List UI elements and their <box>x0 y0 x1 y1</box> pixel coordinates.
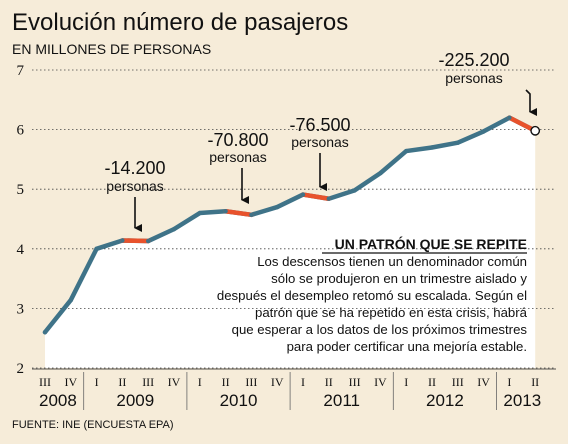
year-label: 2010 <box>220 391 258 410</box>
explanation-panel: UN PATRÓN QUE SE REPITE Los descensos ti… <box>217 235 528 354</box>
panel-line: Los descensos tienen un denominador comú… <box>257 254 527 269</box>
x-tick-label: I <box>404 375 408 389</box>
data-point <box>275 204 280 210</box>
data-point <box>94 246 99 251</box>
x-tick-label: II <box>118 375 126 389</box>
x-tick-label: III <box>349 375 361 389</box>
decrease-segment <box>300 192 332 201</box>
annotation-unit: personas <box>209 149 267 165</box>
y-tick-label: 4 <box>17 242 25 258</box>
panel-title: UN PATRÓN QUE SE REPITE <box>335 235 527 252</box>
data-point <box>120 238 125 243</box>
annotation-arrow <box>525 89 537 116</box>
decrease-segment <box>223 209 254 218</box>
x-tick-label: I <box>198 375 202 389</box>
annotation-value: -70.800 <box>207 130 268 150</box>
area-fill <box>45 117 536 369</box>
panel-line: que esperar a los datos de los próximos … <box>232 322 528 337</box>
data-point <box>481 129 486 134</box>
data-point-last <box>530 125 541 136</box>
x-tick-label: III <box>39 375 51 389</box>
x-tick-label: I <box>507 375 511 389</box>
chart-source: FUENTE: INE (ENCUESTA EPA) <box>12 419 174 431</box>
data-point <box>249 212 254 218</box>
annotation-value: -76.500 <box>289 115 350 135</box>
x-tick-label: III <box>452 375 464 389</box>
panel-line: para poder certificar una mejoría establ… <box>287 339 527 354</box>
annotation-unit: personas <box>291 134 349 150</box>
x-tick-label: IV <box>64 375 77 389</box>
x-tick-label: IV <box>168 375 181 389</box>
data-point <box>507 115 512 120</box>
chart-subtitle: EN MILLONES DE PERSONAS <box>12 41 211 57</box>
panel-line: sólo se produjeron en un trimestre aisla… <box>271 271 527 286</box>
data-point <box>326 196 331 201</box>
x-tick-label: III <box>142 375 154 389</box>
panel-line: patrón que se ha repetido en esta crisis… <box>255 305 528 320</box>
data-point <box>404 148 409 154</box>
data-point <box>352 188 357 193</box>
x-tick-label: IV <box>271 375 284 389</box>
year-label: 2012 <box>426 391 464 410</box>
chart-title: Evolución número de pasajeros <box>12 9 348 36</box>
x-tick-label: II <box>325 375 333 389</box>
y-tick-label: 7 <box>17 63 25 79</box>
data-point <box>146 238 151 244</box>
x-tick-label: I <box>301 375 305 389</box>
x-tick-label: III <box>245 375 257 389</box>
y-tick-label: 2 <box>17 361 25 377</box>
year-label: 2011 <box>323 391 360 410</box>
x-tick-label: II <box>222 375 230 389</box>
y-tick-label: 6 <box>17 123 25 139</box>
year-label: 2008 <box>39 391 77 410</box>
data-point <box>197 210 202 216</box>
year-label: 2009 <box>116 391 154 410</box>
x-tick-label: IV <box>374 375 387 389</box>
data-point <box>429 145 435 150</box>
annotation-value: -225.200 <box>438 50 509 70</box>
data-point <box>223 209 228 214</box>
annotation-value: -14.200 <box>104 158 165 178</box>
decrease-segment <box>120 238 151 244</box>
x-tick-label: I <box>95 375 99 389</box>
y-tick-label: 3 <box>17 301 25 317</box>
data-point <box>300 192 306 197</box>
x-tick-label: IV <box>477 375 490 389</box>
x-tick-label: II <box>531 375 539 389</box>
data-point <box>171 226 177 232</box>
data-point <box>378 170 383 176</box>
annotation-unit: personas <box>445 70 503 86</box>
panel-line: después el desempleo retomó su escalada.… <box>217 288 527 303</box>
data-point <box>42 330 48 335</box>
y-tick-label: 5 <box>17 182 25 198</box>
data-point <box>68 297 74 303</box>
x-tick-label: II <box>428 375 436 389</box>
annotation-unit: personas <box>106 178 164 194</box>
year-label: 2013 <box>503 391 541 410</box>
data-point <box>455 140 460 145</box>
